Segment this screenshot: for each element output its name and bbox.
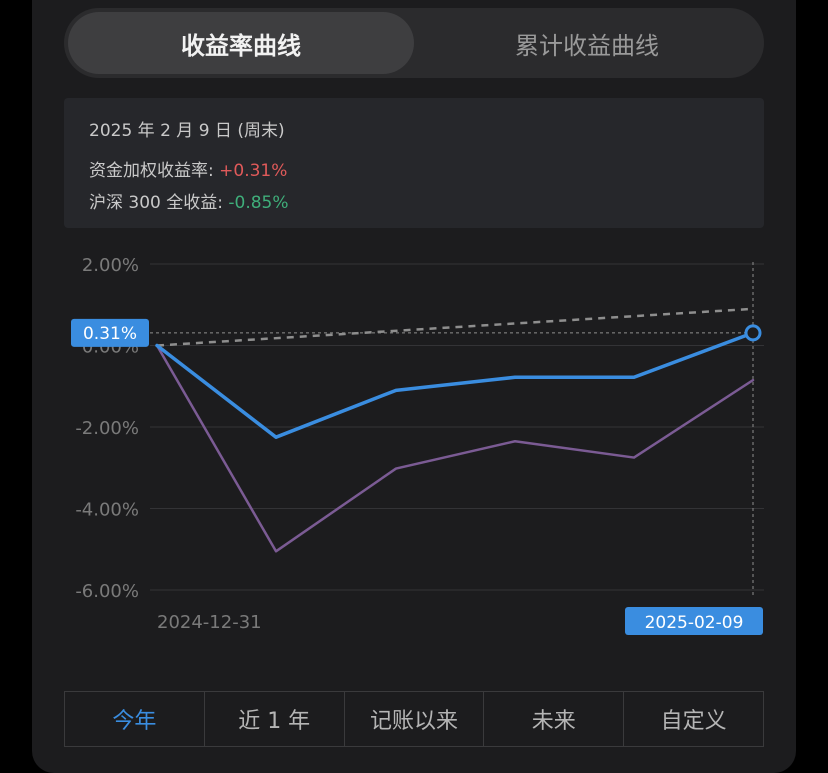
y-axis-ticks: 2.00%0.00%-2.00%-4.00%-6.00% xyxy=(75,255,139,602)
current-value-badge-label: 0.31% xyxy=(83,324,137,344)
benchmark-return-row: 沪深 300 全收益: -0.85% xyxy=(89,188,289,213)
grid xyxy=(150,263,764,591)
range-custom[interactable]: 自定义 xyxy=(660,709,727,734)
weighted-return-line xyxy=(155,331,755,439)
y-tick-label: -6.00% xyxy=(75,581,139,602)
curve-type-toggle: 收益率曲线 累计收益曲线 xyxy=(64,8,764,78)
benchmark-return-label: 沪深 300 全收益: xyxy=(89,193,223,213)
current-value-badge xyxy=(71,318,149,347)
x-tick-end: 2025-02-09 xyxy=(645,613,744,633)
x-axis-ticks: 2024-12-31 2025-02-09 xyxy=(157,607,763,635)
markers: 0.31% xyxy=(71,318,762,347)
y-tick-label: -4.00% xyxy=(75,500,139,521)
tab-cumulative-return-curve[interactable]: 累计收益曲线 xyxy=(515,31,659,60)
range-since-start[interactable]: 记账以来 xyxy=(345,692,485,746)
time-range-selector: 今年 近 1 年 记账以来 未来 自定义 xyxy=(64,691,764,747)
x-tick-start: 2024-12-31 xyxy=(157,612,262,633)
y-tick-label: 2.00% xyxy=(82,255,139,276)
range-future[interactable]: 未来 xyxy=(484,692,625,746)
return-chart[interactable]: 2.00%0.00%-2.00%-4.00%-6.00% 0.31% 2024-… xyxy=(0,0,828,680)
series-lines xyxy=(155,331,755,553)
range-last-1-year[interactable]: 近 1 年 xyxy=(205,692,345,746)
weighted-return-row: 资金加权收益率: +0.31% xyxy=(89,156,287,181)
selected-date-badge xyxy=(625,607,763,635)
weighted-return-value: +0.31% xyxy=(219,161,288,181)
dashed-trend-line xyxy=(156,307,754,347)
dashed-reference xyxy=(150,262,754,596)
current-point-marker xyxy=(744,324,762,342)
benchmark-line xyxy=(155,344,755,553)
y-tick-label: -2.00% xyxy=(75,418,139,439)
tooltip-panel: 2025 年 2 月 9 日 (周末) 资金加权收益率: +0.31% 沪深 3… xyxy=(64,98,764,228)
weighted-return-label: 资金加权收益率: xyxy=(89,161,214,181)
range-this-year[interactable]: 今年 xyxy=(65,692,205,746)
selected-date: 2025 年 2 月 9 日 (周末) xyxy=(89,121,285,141)
tab-return-rate-curve[interactable]: 收益率曲线 xyxy=(68,12,414,74)
benchmark-return-value: -0.85% xyxy=(228,193,289,213)
